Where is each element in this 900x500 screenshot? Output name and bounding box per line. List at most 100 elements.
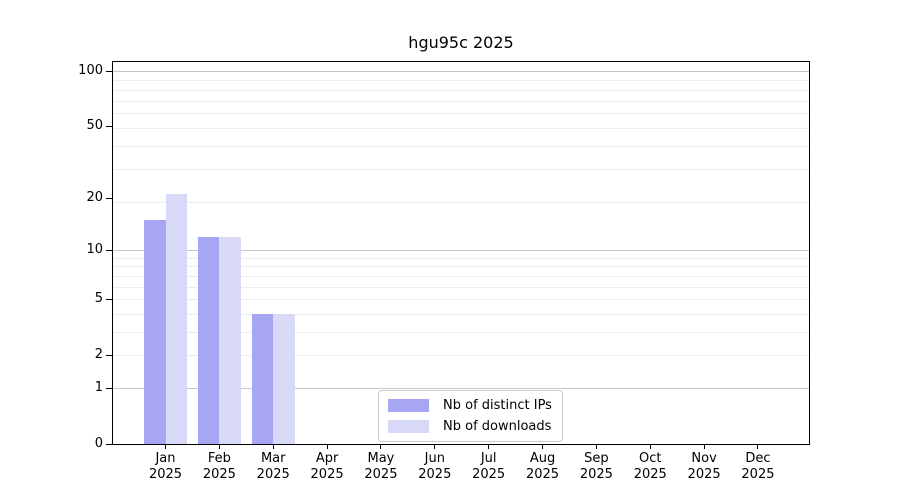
bar-mar-distinct-ips	[251, 313, 274, 444]
minor-gridline	[113, 286, 809, 288]
x-tick	[380, 445, 382, 449]
x-label-month: Apr	[315, 451, 339, 466]
x-tick	[703, 445, 705, 449]
x-label-month: Jun	[424, 451, 445, 466]
y-axis-tick-label: 50	[86, 118, 103, 134]
x-axis-tick-label: Dec 2025	[728, 451, 788, 483]
legend: Nb of distinct IPs Nb of downloads	[378, 390, 563, 442]
legend-label-downloads: Nb of downloads	[443, 419, 552, 434]
major-gridline	[113, 71, 809, 73]
x-label-year: 2025	[256, 467, 290, 482]
y-tick	[106, 299, 112, 301]
legend-swatch-distinct-ips	[388, 399, 429, 412]
x-axis-tick-label: Sep 2025	[566, 451, 626, 483]
minor-gridline	[113, 299, 809, 301]
x-label-year: 2025	[472, 467, 506, 482]
x-label-month: Mar	[260, 451, 286, 466]
x-axis-tick-label: Oct 2025	[620, 451, 680, 483]
y-tick	[106, 197, 112, 199]
x-axis-tick-label: Jan 2025	[136, 451, 196, 483]
x-tick	[488, 445, 490, 449]
x-axis-tick-label: Apr 2025	[297, 451, 357, 483]
x-label-month: Jul	[480, 451, 497, 466]
y-tick	[106, 387, 112, 389]
x-label-year: 2025	[418, 467, 452, 482]
x-axis-tick-label: Nov 2025	[674, 451, 734, 483]
x-tick	[595, 445, 597, 449]
x-label-year: 2025	[525, 467, 560, 482]
x-label-year: 2025	[148, 467, 183, 482]
x-tick	[542, 445, 544, 449]
minor-gridline	[113, 331, 809, 333]
x-tick	[272, 445, 274, 449]
x-label-year: 2025	[202, 467, 236, 482]
legend-item-distinct-ips: Nb of distinct IPs	[388, 396, 553, 415]
x-axis-tick-label: Aug 2025	[513, 451, 573, 483]
y-axis-tick-label: 10	[86, 242, 103, 258]
minor-gridline	[113, 169, 809, 171]
y-tick	[106, 355, 112, 357]
x-label-year: 2025	[310, 467, 344, 482]
plot-area: Nb of distinct IPs Nb of downloads	[112, 61, 810, 445]
minor-gridline	[113, 100, 809, 102]
x-label-month: Feb	[207, 451, 231, 466]
y-tick	[106, 71, 112, 73]
x-label-month: Jan	[155, 451, 176, 466]
y-tick	[106, 444, 112, 445]
y-tick	[106, 250, 112, 252]
minor-gridline	[113, 313, 809, 315]
x-axis-tick-label: Jun 2025	[405, 451, 465, 483]
bar-layer	[113, 62, 809, 444]
y-tick	[106, 126, 112, 128]
bar-jan-downloads	[165, 194, 187, 444]
x-label-month: May	[367, 451, 395, 466]
x-axis-tick-label: Feb 2025	[189, 451, 249, 483]
legend-swatch-downloads	[388, 420, 429, 433]
x-axis-tick-label: May 2025	[351, 451, 411, 483]
bar-feb-downloads	[219, 236, 241, 444]
minor-gridline	[113, 266, 809, 268]
x-label-month: Sep	[584, 451, 609, 466]
x-tick	[434, 445, 436, 449]
x-label-month: Dec	[745, 451, 771, 466]
x-label-month: Aug	[529, 451, 556, 466]
minor-gridline	[113, 355, 809, 357]
y-axis-tick-label: 100	[78, 63, 103, 79]
x-tick	[165, 445, 166, 449]
minor-gridline	[113, 127, 809, 129]
bar-feb-distinct-ips	[197, 236, 220, 444]
bar-jan-distinct-ips	[144, 220, 166, 444]
x-tick	[218, 445, 220, 449]
major-gridline	[113, 387, 809, 389]
x-label-year: 2025	[364, 467, 398, 482]
minor-gridline	[113, 89, 809, 91]
x-tick	[326, 445, 328, 449]
legend-item-downloads: Nb of downloads	[388, 417, 553, 436]
y-axis-tick-label: 1	[94, 379, 103, 395]
x-tick	[649, 445, 651, 449]
minor-gridline	[113, 145, 809, 147]
minor-gridline	[113, 80, 809, 82]
y-axis-tick-label: 5	[94, 291, 103, 307]
minor-gridline	[113, 113, 809, 115]
y-axis-tick-label: 0	[94, 436, 103, 451]
x-label-year: 2025	[579, 467, 613, 482]
x-label-year: 2025	[741, 467, 775, 482]
x-label-month: Oct	[638, 451, 662, 466]
x-label-month: Nov	[691, 451, 717, 466]
minor-gridline	[113, 257, 809, 259]
x-label-year: 2025	[633, 467, 667, 482]
grid-layer	[113, 62, 809, 444]
legend-label-distinct-ips: Nb of distinct IPs	[443, 398, 552, 413]
major-gridline	[113, 250, 809, 252]
x-axis-tick-label: Mar 2025	[243, 451, 303, 483]
y-axis-tick-label: 2	[94, 347, 103, 363]
bar-mar-downloads	[273, 313, 295, 444]
chart-title: hgu95c 2025	[408, 33, 514, 52]
minor-gridline	[113, 201, 809, 203]
x-axis-tick-label: Jul 2025	[459, 451, 519, 483]
minor-gridline	[113, 275, 809, 277]
y-axis-tick-label: 20	[86, 189, 103, 205]
x-tick	[757, 445, 759, 449]
